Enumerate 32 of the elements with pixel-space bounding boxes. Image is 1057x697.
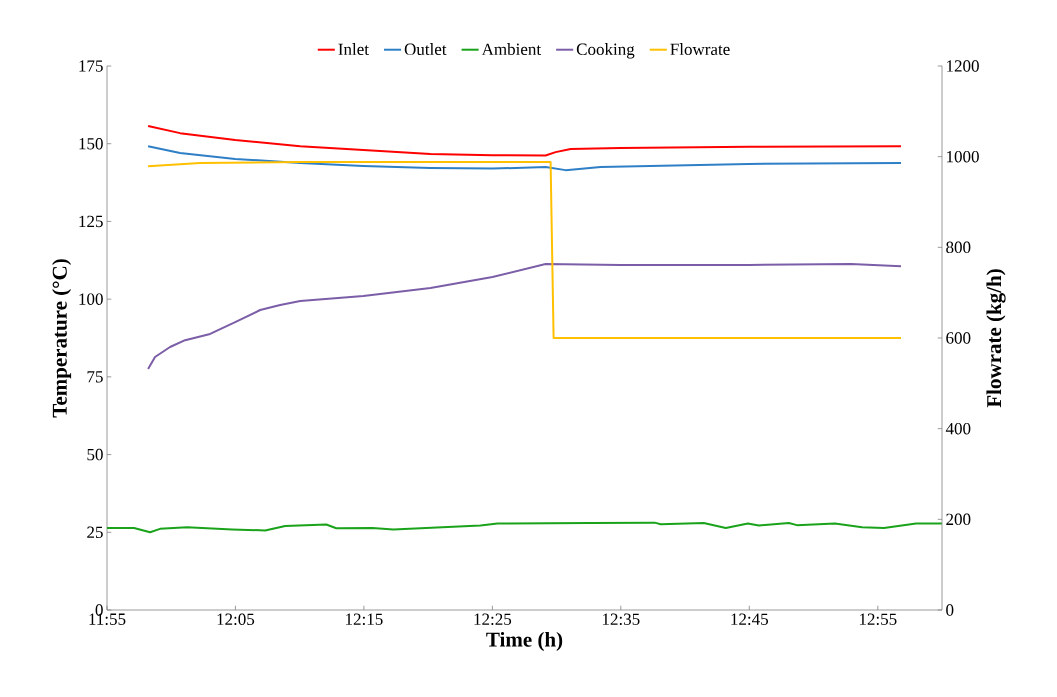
y2-tick-label: 800 xyxy=(946,241,971,254)
y2-tick-label: 0 xyxy=(946,604,954,616)
x-tick-label: 12:15 xyxy=(346,613,383,626)
y2-tick-label: 1200 xyxy=(947,60,979,72)
y-tick-label: 50 xyxy=(87,448,103,461)
legend-label: Ambient xyxy=(481,43,542,56)
y-tick-label: 125 xyxy=(79,215,103,228)
y-tick-label: 25 xyxy=(87,526,103,538)
legend-label: Outlet xyxy=(404,43,447,56)
y2-tick-label: 400 xyxy=(945,422,971,435)
y-tick-label: 150 xyxy=(79,137,103,150)
line-series xyxy=(147,263,902,371)
x-axis-title: Time (h) xyxy=(486,631,563,651)
x-tick-label: 12:35 xyxy=(602,613,640,626)
y2-tick-label: 600 xyxy=(946,332,971,344)
y-axis-title: Temperature (°C) xyxy=(52,259,72,418)
y2-tick-label: 1000 xyxy=(947,150,979,163)
legend-label: Inlet xyxy=(338,43,369,56)
y2-tick-label: 200 xyxy=(946,513,971,526)
y-tick-label: 100 xyxy=(79,293,103,305)
legend-label: Cooking xyxy=(576,43,635,59)
y-tick-label: 175 xyxy=(79,60,103,72)
legend-label: Flowrate xyxy=(670,43,730,56)
x-tick-label: 12:05 xyxy=(217,613,255,626)
x-tick-label: 12:25 xyxy=(474,613,512,626)
line-series xyxy=(107,521,943,534)
line-series xyxy=(147,124,902,157)
line-series xyxy=(147,145,902,172)
x-tick-label: 12:45 xyxy=(731,613,769,626)
y2-axis-title: Flowrate (kg/h) xyxy=(986,269,1006,408)
x-tick-label: 12:55 xyxy=(859,613,897,626)
y-tick-label: 75 xyxy=(87,371,103,383)
